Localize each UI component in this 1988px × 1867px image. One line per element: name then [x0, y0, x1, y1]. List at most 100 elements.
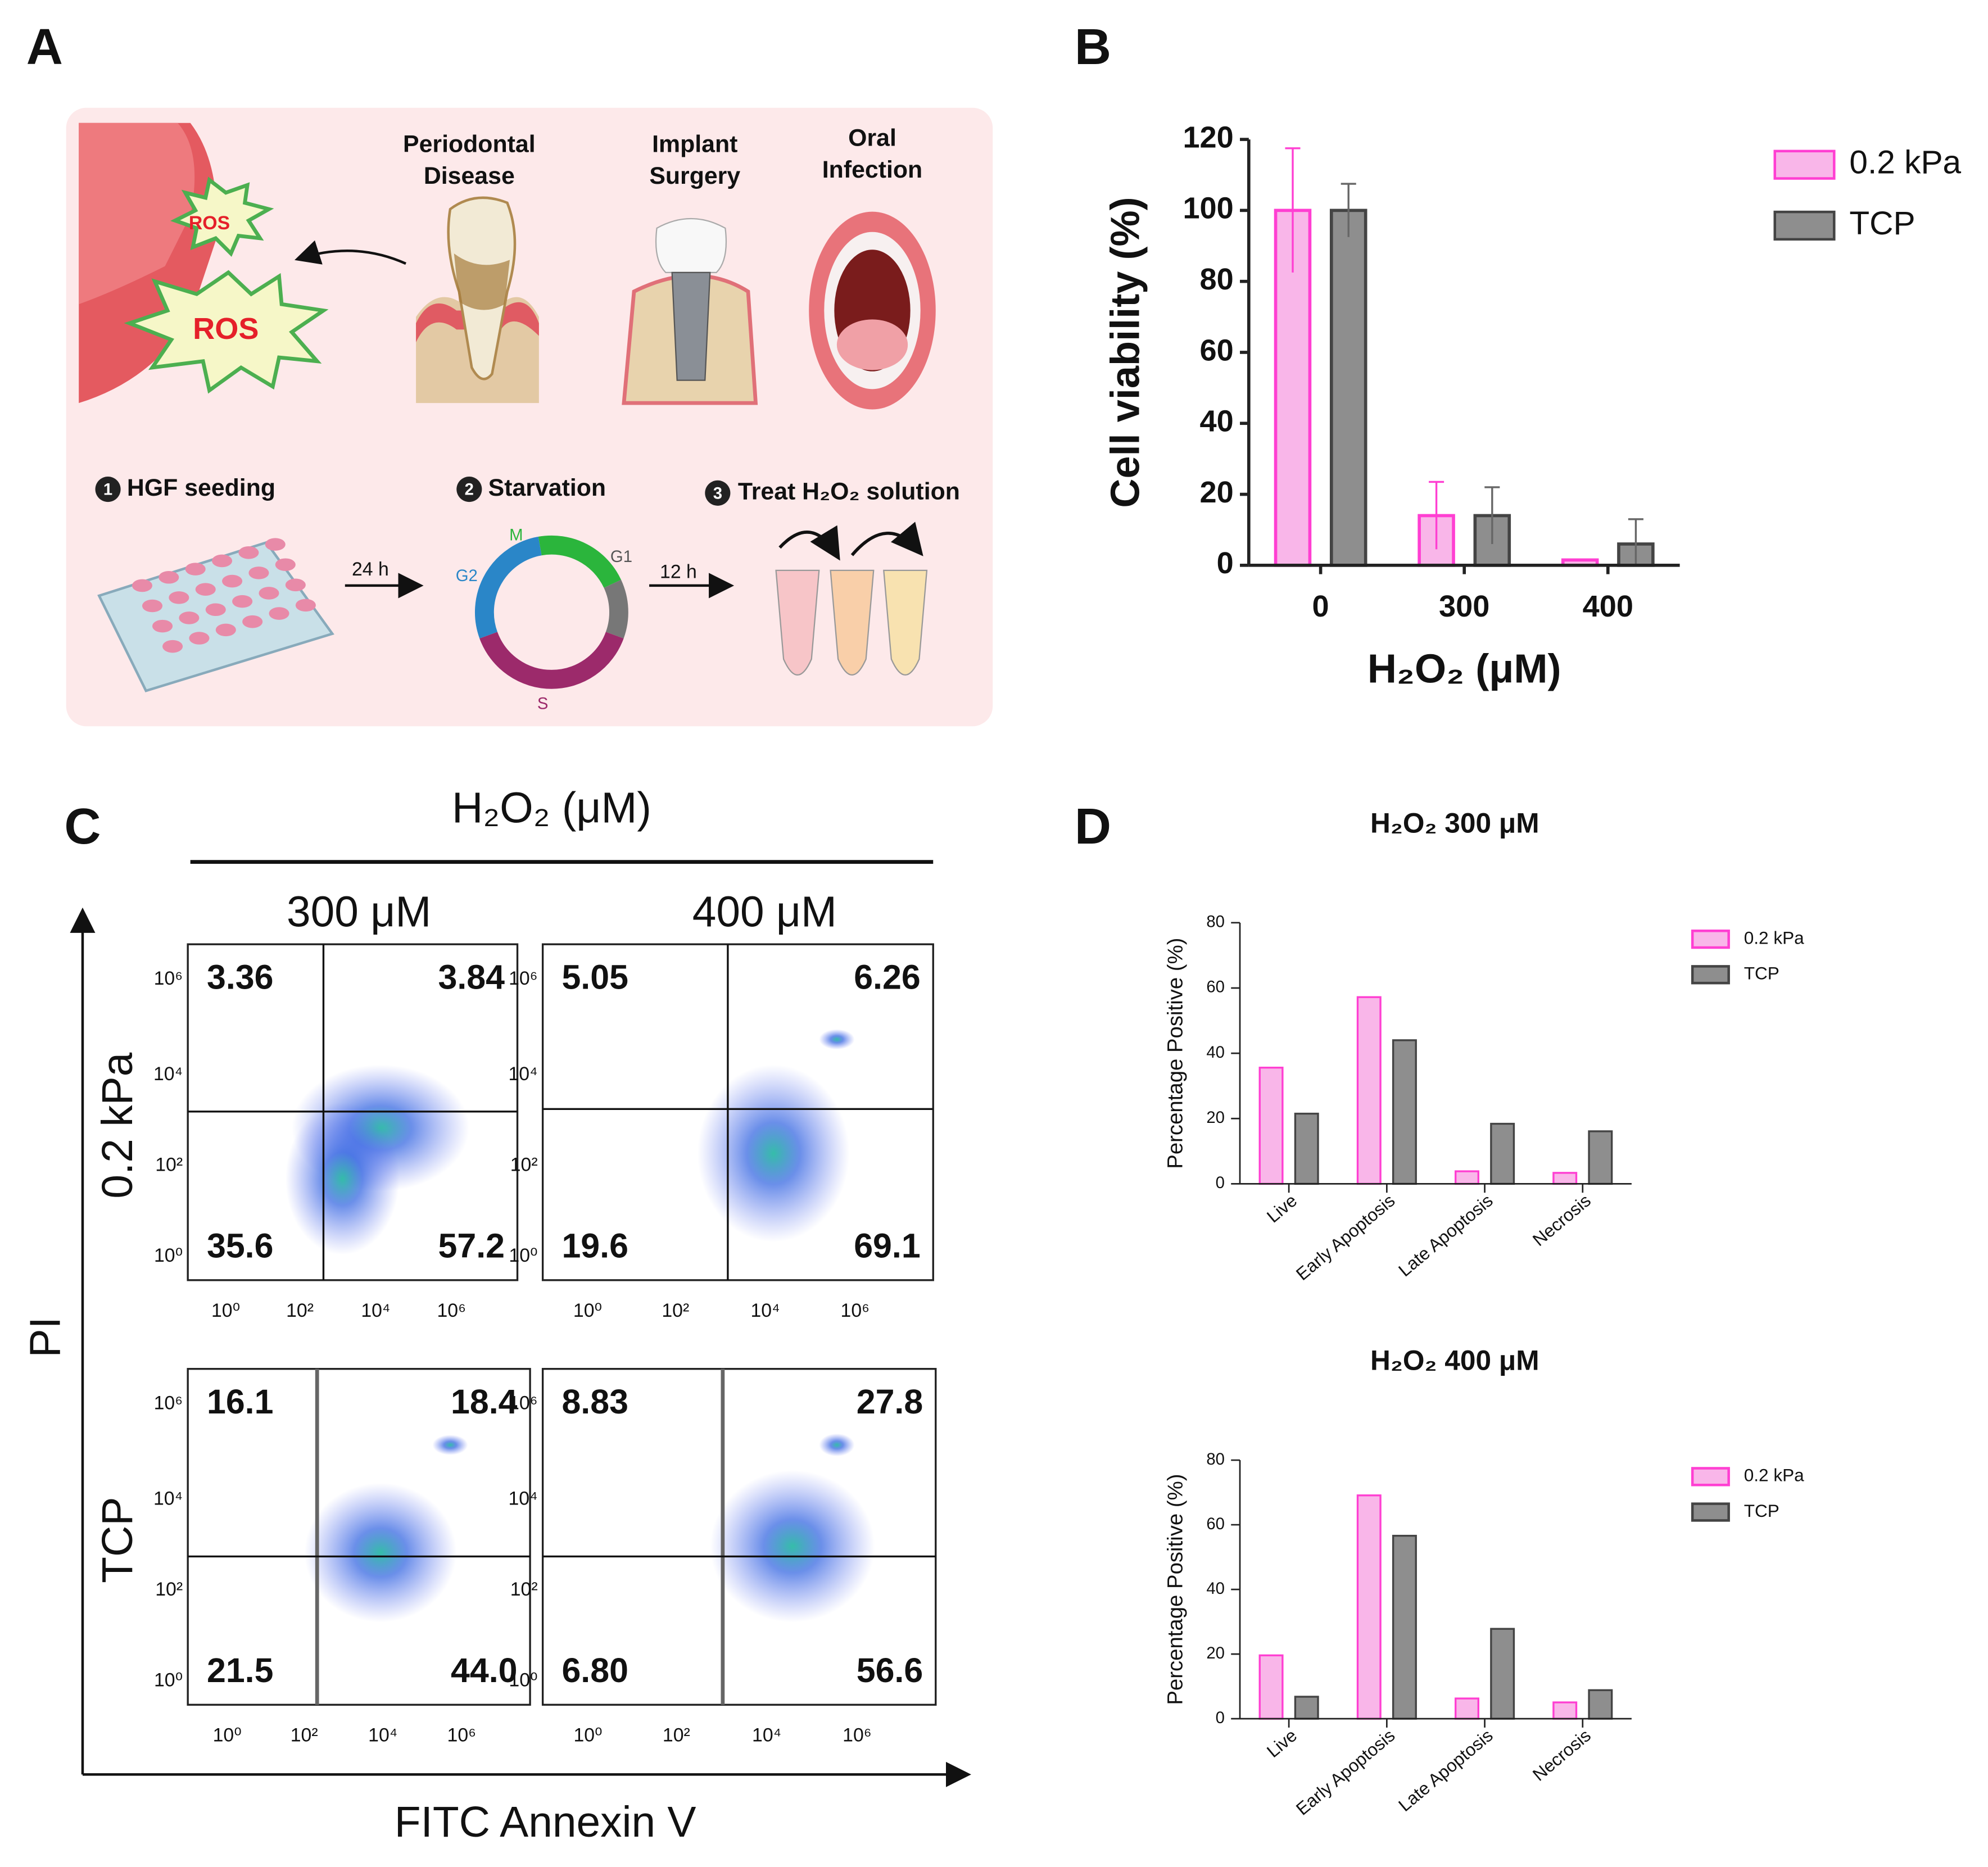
- quadrant-value: 3.36: [207, 958, 273, 996]
- quadrant-value: 21.5: [207, 1651, 273, 1689]
- x-tick-label: 10⁴: [750, 1300, 780, 1321]
- quadrant-value: 56.6: [857, 1651, 923, 1689]
- well: [265, 538, 286, 551]
- well: [242, 615, 263, 628]
- bar: [1294, 1112, 1319, 1185]
- x-tick-label: 10⁶: [841, 1300, 870, 1321]
- x-tick-label: Necrosis: [1529, 1725, 1595, 1785]
- well: [285, 578, 306, 592]
- quadrant-value: 6.80: [561, 1651, 628, 1689]
- cell-cycle-ring: [475, 535, 628, 689]
- well: [179, 611, 200, 624]
- quadrant-value: 44.0: [451, 1651, 517, 1689]
- y-tick-label: 40: [1200, 405, 1234, 438]
- condition-label: Oral: [848, 124, 896, 151]
- density-cloud: [432, 1434, 468, 1456]
- y-tick-label: 0: [1217, 546, 1234, 580]
- cycle-phase: S: [537, 695, 549, 713]
- quadrant-value: 69.1: [854, 1227, 920, 1265]
- x-tick-label: 10⁶: [447, 1725, 477, 1746]
- quadrant-value: 3.84: [438, 958, 505, 996]
- x-tick-label: 10⁰: [573, 1725, 602, 1746]
- density-cloud: [710, 1470, 875, 1623]
- well: [185, 563, 206, 575]
- well-plate: [97, 538, 334, 692]
- legend-swatch: [1691, 1467, 1730, 1487]
- x-tick-label: Necrosis: [1529, 1190, 1595, 1250]
- well: [232, 595, 253, 608]
- cycle-phase: G2: [456, 567, 478, 585]
- y-tick-label: 10⁰: [154, 1245, 183, 1266]
- ros-label: ROS: [189, 212, 230, 234]
- bar: [1552, 1701, 1578, 1720]
- quadrant-value: 5.05: [561, 958, 628, 996]
- cycle-arc: [479, 632, 624, 689]
- density-cloud: [819, 1029, 855, 1050]
- y-axis-title: Percentage Positive (%): [1163, 938, 1187, 1169]
- y-tick-label: 10⁴: [508, 1488, 537, 1510]
- y-tick-label: 40: [1206, 1043, 1225, 1062]
- x-tick-label: Early Apoptosis: [1292, 1725, 1399, 1819]
- well: [222, 574, 243, 588]
- x-tick-label: 10²: [286, 1300, 314, 1321]
- density-cloud: [697, 1064, 850, 1243]
- y-tick-label: 80: [1206, 1450, 1225, 1469]
- step-label: HGF seeding: [127, 474, 275, 501]
- plot-frame: [541, 1367, 937, 1706]
- legend-swatch: [1773, 149, 1836, 180]
- interval-label: 12 h: [660, 561, 697, 582]
- x-tick-label: Late Apoptosis: [1394, 1725, 1497, 1815]
- interval-label: 24 h: [352, 559, 389, 580]
- tube: [830, 569, 875, 676]
- legend-label: TCP: [1744, 1501, 1779, 1521]
- bar: [1392, 1039, 1417, 1185]
- legend-label: 0.2 kPa: [1744, 927, 1804, 948]
- quadrant-value: 35.6: [207, 1227, 273, 1265]
- x-tick-label: 10⁰: [213, 1725, 242, 1746]
- bar: [1490, 1122, 1515, 1185]
- ros-burst-small: [170, 176, 274, 257]
- y-axis-title: Cell viability (%): [1103, 197, 1148, 507]
- y-tick-label: 10²: [510, 1579, 538, 1600]
- y-tick-label: 10⁴: [508, 1063, 537, 1085]
- y-tick-label: 0: [1216, 1709, 1225, 1727]
- well: [212, 554, 233, 568]
- y-tick-label: 10⁶: [509, 1392, 538, 1413]
- density-cloud: [819, 1433, 855, 1457]
- bar: [1552, 1172, 1578, 1185]
- y-tick-label: 10⁶: [154, 1392, 183, 1413]
- cycle-arc: [538, 535, 622, 588]
- quadrant-value: 6.26: [854, 958, 920, 996]
- x-tick-label: 400: [1583, 590, 1633, 623]
- bar: [1356, 1494, 1382, 1720]
- arrow: [295, 240, 406, 265]
- y-tick-label: 10⁰: [509, 1669, 537, 1691]
- bar: [1490, 1628, 1515, 1720]
- crown: [655, 217, 727, 274]
- implant-screw: [671, 271, 711, 381]
- well: [275, 558, 296, 571]
- y-tick-label: 10²: [155, 1579, 183, 1600]
- bar: [1588, 1130, 1613, 1185]
- y-tick-label: 20: [1200, 475, 1234, 509]
- legend-label: 0.2 kPa: [1744, 1465, 1804, 1485]
- panel-label: B: [1075, 19, 1111, 75]
- cycle-phase: M: [509, 526, 523, 545]
- y-tick-label: 10⁴: [153, 1488, 183, 1510]
- y-tick-label: 120: [1183, 120, 1233, 154]
- well: [215, 623, 236, 637]
- section-title: H₂O₂ (μM): [452, 785, 651, 832]
- step-label: Starvation: [488, 474, 606, 501]
- x-tick-label: 10⁶: [437, 1300, 466, 1321]
- condition-label: Infection: [822, 156, 922, 183]
- plot-frame: [541, 943, 934, 1281]
- cycle-phase: G1: [610, 547, 632, 566]
- y-tick-label: 20: [1206, 1108, 1225, 1127]
- axis-title: FITC Annexin V: [395, 1798, 696, 1846]
- condition-label: Implant: [652, 131, 737, 158]
- y-tick-label: 40: [1206, 1579, 1225, 1598]
- x-tick-label: 10⁴: [752, 1725, 781, 1746]
- ros-burst-large: [124, 270, 329, 394]
- legend-label: 0.2 kPa: [1849, 144, 1961, 181]
- chart-title: H₂O₂ 400 μM: [1370, 1345, 1539, 1376]
